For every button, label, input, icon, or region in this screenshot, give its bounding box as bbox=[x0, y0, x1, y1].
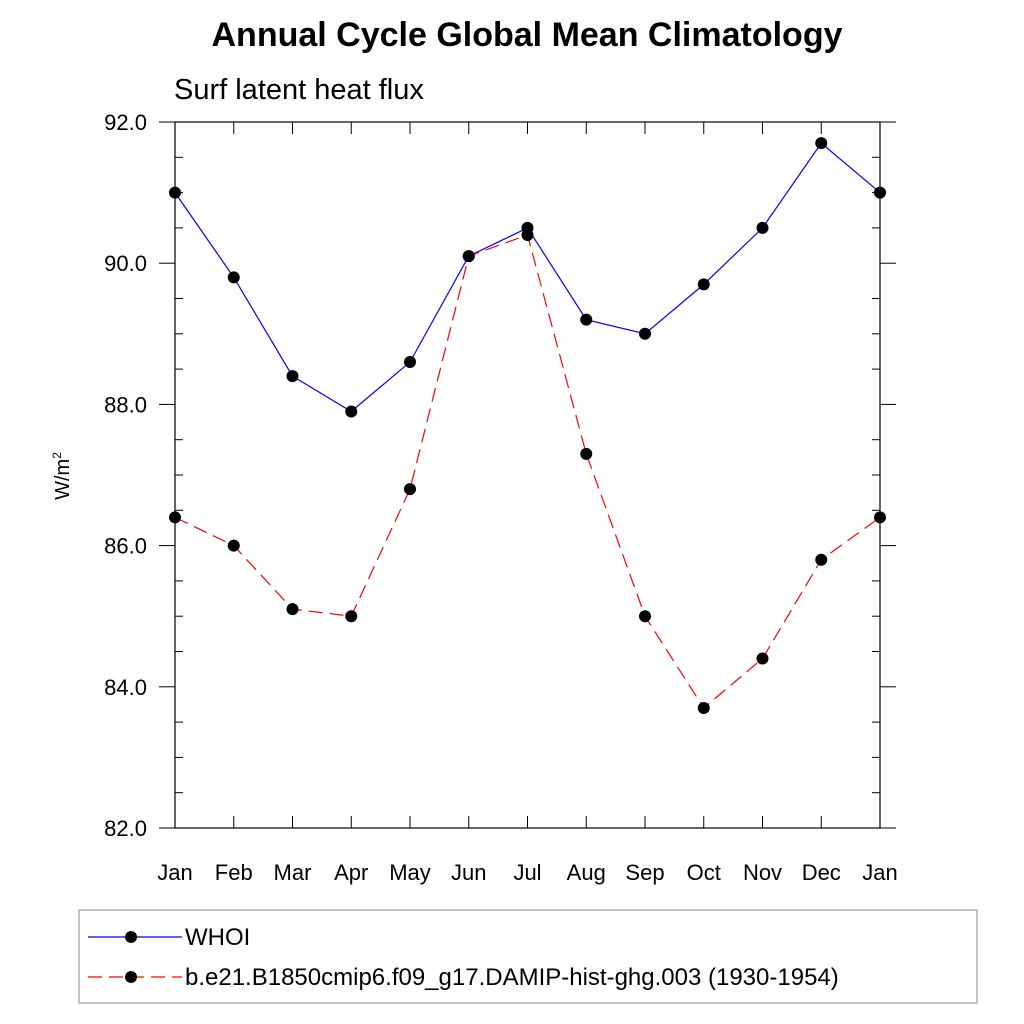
series-point-1 bbox=[756, 652, 769, 665]
y-axis-label-exponent: 2 bbox=[50, 452, 64, 459]
series-point-0 bbox=[697, 278, 710, 291]
legend-marker-0 bbox=[125, 931, 137, 943]
series-line-0 bbox=[174, 142, 881, 413]
x-tick-label: Jun bbox=[451, 860, 486, 885]
series-point-0 bbox=[580, 313, 593, 326]
series-point-1 bbox=[697, 701, 710, 714]
series-point-1 bbox=[639, 610, 651, 623]
series-point-0 bbox=[815, 137, 828, 150]
y-axis-label: W/m2 bbox=[50, 452, 74, 500]
x-tick-label: Sep bbox=[625, 860, 664, 885]
series-point-1 bbox=[345, 610, 358, 623]
series-point-1 bbox=[286, 603, 299, 616]
x-tick-label: May bbox=[389, 860, 431, 885]
series-point-1 bbox=[404, 483, 416, 496]
series-point-1 bbox=[521, 228, 534, 241]
series-point-0 bbox=[169, 186, 181, 199]
series-point-0 bbox=[639, 327, 651, 340]
axis-ticks bbox=[159, 121, 896, 829]
x-tick-label: Feb bbox=[215, 860, 253, 885]
x-tick-label: Jan bbox=[862, 860, 897, 885]
series-point-1 bbox=[462, 250, 475, 263]
series-point-0 bbox=[345, 405, 358, 418]
chart-title: Annual Cycle Global Mean Climatology bbox=[212, 16, 843, 54]
legend-marker-1 bbox=[125, 971, 137, 983]
x-tick-label: Dec bbox=[802, 860, 841, 885]
series-point-0 bbox=[286, 370, 299, 383]
x-tick-label: Oct bbox=[687, 860, 721, 885]
y-tick-label: 82.0 bbox=[104, 816, 147, 841]
legend-box bbox=[78, 909, 978, 1004]
series-markers bbox=[169, 137, 886, 714]
series-point-0 bbox=[404, 356, 416, 369]
y-tick-label: 84.0 bbox=[104, 675, 147, 700]
legend-label-1: b.e21.B1850cmip6.f09_g17.DAMIP-hist-ghg.… bbox=[185, 964, 839, 991]
series-line-1 bbox=[174, 234, 881, 709]
y-tick-label: 86.0 bbox=[104, 534, 147, 559]
series-point-1 bbox=[227, 539, 240, 552]
y-tick-label: 90.0 bbox=[104, 251, 147, 276]
x-tick-label: Aug bbox=[567, 860, 606, 885]
x-tick-label: Nov bbox=[743, 860, 782, 885]
x-tick-label: Jul bbox=[513, 860, 541, 885]
chart-subtitle: Surf latent heat flux bbox=[174, 74, 424, 106]
axis-tick-labels: Jan Feb Mar Apr May Jun Jul Aug Sep Oct Nov Dec Jan 8… bbox=[104, 110, 898, 885]
y-axis-label-base: W/m bbox=[52, 459, 74, 500]
series-point-0 bbox=[874, 186, 886, 199]
series-point-1 bbox=[169, 511, 181, 524]
legend-label-0: WHOI bbox=[185, 924, 250, 951]
series-point-0 bbox=[227, 271, 240, 284]
series-point-0 bbox=[756, 221, 769, 234]
series-point-1 bbox=[874, 511, 886, 524]
y-tick-label: 92.0 bbox=[104, 110, 147, 135]
series-point-1 bbox=[580, 447, 593, 460]
x-tick-label: Jan bbox=[157, 860, 192, 885]
series-point-1 bbox=[815, 553, 828, 566]
y-tick-label: 88.0 bbox=[104, 392, 147, 417]
x-tick-label: Apr bbox=[334, 860, 368, 885]
x-tick-label: Mar bbox=[274, 860, 312, 885]
legend: WHOI b.e21.B1850cmip6.f09_g17.DAMIP-hist-… bbox=[88, 924, 839, 991]
